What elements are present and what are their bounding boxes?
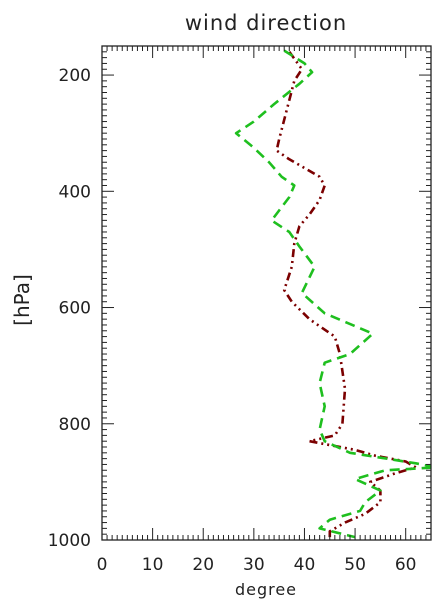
plot-lines — [234, 49, 431, 539]
y-tick-label: 200 — [59, 66, 91, 86]
y-axis-label: [hPa] — [10, 274, 34, 326]
y-tick-label: 800 — [59, 415, 91, 435]
x-tick-label: 40 — [294, 555, 316, 575]
axis-ticks — [101, 45, 432, 541]
plot-frame — [101, 45, 432, 541]
x-tick-label: 0 — [97, 555, 108, 575]
y-tick-label: 1000 — [48, 531, 91, 551]
x-tick-label: 60 — [395, 555, 417, 575]
y-tick-labels: 200 400 600 800 1000 — [48, 66, 91, 551]
y-tick-label: 600 — [59, 299, 91, 319]
x-tick-label: 20 — [192, 555, 214, 575]
x-tick-label: 30 — [243, 555, 265, 575]
series-line-1 — [275, 51, 418, 538]
y-tick-label: 400 — [59, 182, 91, 202]
x-tick-label: 50 — [344, 555, 366, 575]
series-line-2 — [234, 49, 431, 539]
chart-title: wind direction — [185, 11, 347, 35]
x-tick-label: 10 — [142, 555, 164, 575]
x-tick-labels: 0 10 20 30 40 50 60 — [97, 555, 417, 575]
x-axis-label: degree — [235, 580, 297, 599]
